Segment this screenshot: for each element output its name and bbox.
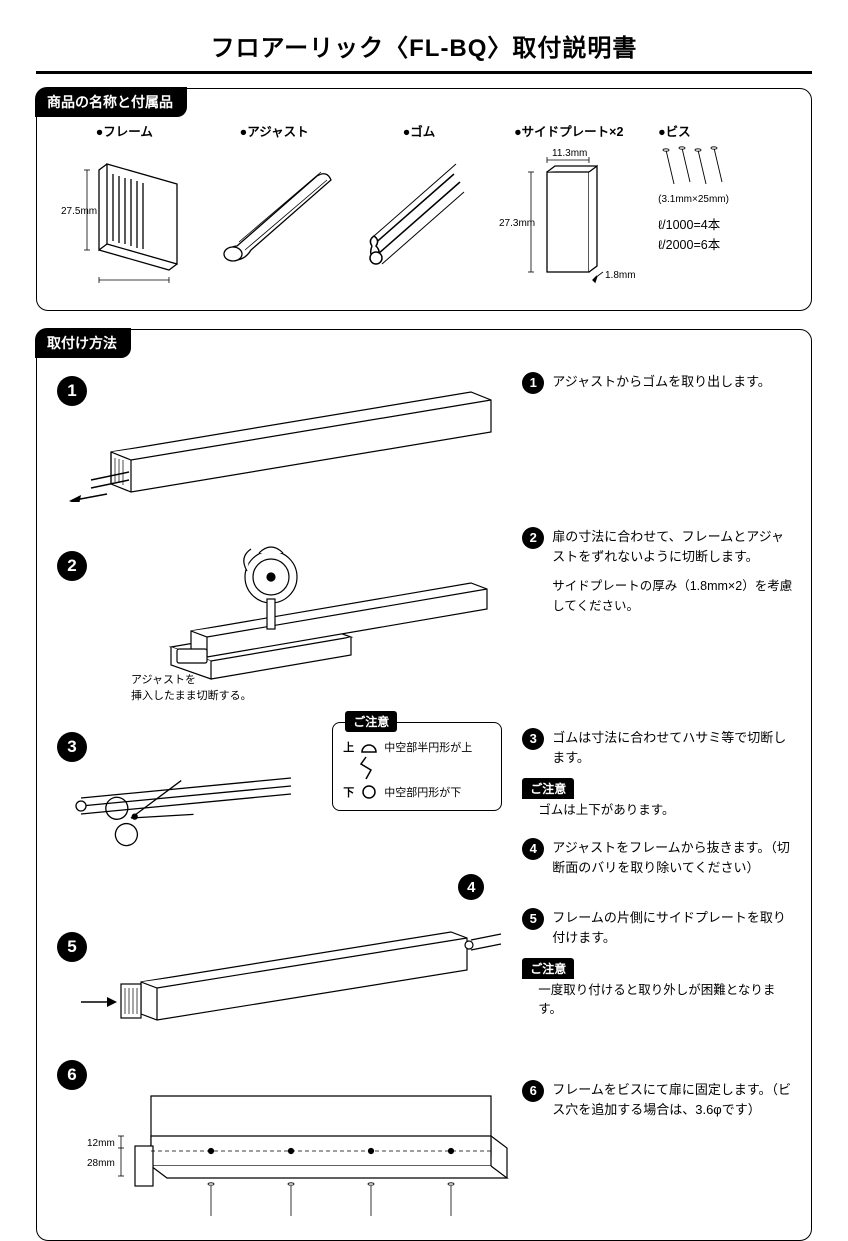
step-5-row: 5 4 — [51, 908, 797, 1048]
step-5-desc: フレームの片側にサイドプレートを取り付けます。 — [552, 908, 797, 948]
step-5-illustration — [51, 908, 511, 1048]
step-2-row: 2 — [51, 527, 797, 700]
caution-bottom-text: 中空部円形が下 — [384, 784, 461, 800]
part-adjust: ●アジャスト — [206, 121, 343, 296]
step-3-text: 3 ゴムは寸法に合わせてハサミ等で切断します。 — [522, 728, 797, 768]
part-screws-label: ●ビス — [658, 121, 691, 140]
frame-icon: 27.5mm 11.3mm — [59, 146, 189, 286]
step-1-text: 1 アジャストからゴムを取り出します。 — [522, 372, 797, 394]
step-1-row: 1 — [51, 372, 797, 505]
sideplate-dim-t: 1.8mm — [605, 270, 636, 281]
part-frame: ●フレーム — [51, 121, 198, 296]
step-6-dim2: 28mm — [87, 1158, 115, 1169]
step-6-badge: 6 — [57, 1060, 87, 1090]
parts-row: ●フレーム — [51, 121, 797, 296]
step-5-caution-text: 一度取り付けると取り外しが困難となります。 — [522, 981, 797, 1019]
step-2-desc: 扉の寸法に合わせて、フレームとアジャストをずれないように切断します。 — [552, 527, 797, 567]
step-6-row: 6 — [51, 1056, 797, 1226]
step-2-badge: 2 — [57, 551, 87, 581]
screws-qty1: ℓ/1000=4本 — [658, 215, 720, 235]
caution-top-label: 上 — [343, 739, 354, 755]
method-tab: 取付け方法 — [35, 328, 131, 358]
sideplate-dim-w: 11.3mm — [552, 148, 587, 159]
screws-qty2: ℓ/2000=6本 — [658, 235, 720, 255]
part-frame-label: ●フレーム — [96, 121, 153, 140]
caution-box: ご注意 上 中空部半円形が上 下 中空部円形が下 — [332, 722, 502, 811]
parts-tab: 商品の名称と付属品 — [35, 87, 187, 117]
step-5-text: 5 フレームの片側にサイドプレートを取り付けます。 — [522, 908, 797, 948]
parts-panel: 商品の名称と付属品 ●フレーム — [36, 88, 812, 311]
sideplate-icon: 11.3mm 27.3mm 1.8mm — [499, 146, 639, 296]
step-2-text: 2 扉の寸法に合わせて、フレームとアジャストをずれないように切断します。 — [522, 527, 797, 567]
caution-box-tag: ご注意 — [345, 711, 397, 732]
document-title: フロアーリック〈FL-BQ〉取付説明書 — [36, 28, 812, 74]
step-3-desc: ゴムは寸法に合わせてハサミ等で切断します。 — [552, 728, 797, 768]
part-rubber-label: ●ゴム — [403, 121, 436, 140]
step-1-num: 1 — [522, 372, 544, 394]
step-3-num: 3 — [522, 728, 544, 750]
step-6-num: 6 — [522, 1080, 544, 1102]
step-2-num: 2 — [522, 527, 544, 549]
step-3-row: 3 ご注意 上 中空部半円形が上 下 中空部円形が下 — [51, 728, 797, 918]
circle-icon — [360, 784, 378, 800]
part-adjust-label: ●アジャスト — [240, 121, 309, 140]
caution-top-text: 中空部半円形が上 — [384, 739, 472, 755]
part-sideplate-label: ●サイドプレート×2 — [514, 121, 623, 140]
step-2-illustration — [51, 527, 511, 697]
step-4-num: 4 — [522, 838, 544, 860]
step-6-text: 6 フレームをビスにて扉に固定します。（ビス穴を追加する場合は、3.6φです） — [522, 1080, 797, 1120]
screws-icon — [658, 146, 748, 190]
frame-dim-h: 27.5mm — [61, 206, 97, 217]
step-1-illustration — [51, 372, 511, 502]
step-5-num: 5 — [522, 908, 544, 930]
sideplate-dim-h: 27.3mm — [499, 218, 535, 229]
screws-spec: (3.1mm×25mm) — [658, 194, 729, 205]
step-1-desc: アジャストからゴムを取り出します。 — [552, 372, 771, 392]
step-2-sub: サイドプレートの厚み（1.8mm×2）を考慮してください。 — [522, 577, 797, 616]
step-6-desc: フレームをビスにて扉に固定します。（ビス穴を追加する場合は、3.6φです） — [552, 1080, 797, 1120]
semicircle-icon — [360, 740, 378, 754]
part-screws: ●ビス (3.1mm×25mm) ℓ/1000=4本 ℓ/2000=6本 — [650, 121, 797, 296]
step-1-badge: 1 — [57, 376, 87, 406]
step-2-left-note: アジャストを 挿入したまま切断する。 — [131, 673, 252, 704]
rubber-icon — [354, 146, 484, 286]
part-rubber: ●ゴム — [351, 121, 488, 296]
caution-bottom-label: 下 — [343, 784, 354, 800]
step-6-illustration: 12mm 28mm — [51, 1056, 511, 1226]
adjust-icon — [209, 146, 339, 286]
step-3-caution-tag: ご注意 — [522, 778, 574, 799]
step-5-badge: 5 — [57, 932, 87, 962]
step-3-illustration — [51, 748, 331, 908]
step-6-dim1: 12mm — [87, 1138, 115, 1149]
step-5-caution-tag: ご注意 — [522, 958, 574, 979]
part-sideplate: ●サイドプレート×2 11.3mm 27.3mm — [495, 121, 642, 296]
method-panel: 取付け方法 1 — [36, 329, 812, 1241]
step-4-desc: アジャストをフレームから抜きます。（切断面のバリを取り除いてください） — [552, 838, 797, 878]
zigzag-icon — [357, 755, 375, 781]
step-4-text: 4 アジャストをフレームから抜きます。（切断面のバリを取り除いてください） — [522, 838, 797, 878]
step-3-caution-text: ゴムは上下があります。 — [522, 801, 797, 820]
